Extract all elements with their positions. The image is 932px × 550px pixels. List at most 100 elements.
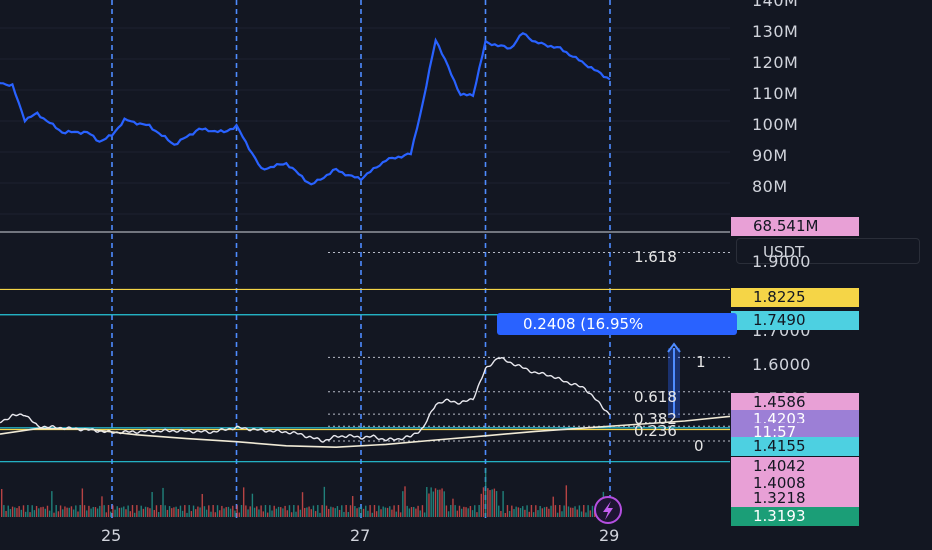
volume-bar xyxy=(578,505,581,517)
volume-bar xyxy=(567,506,570,517)
fib-levels xyxy=(328,251,730,442)
volume-bar xyxy=(66,507,68,517)
volume-bar xyxy=(249,506,251,517)
volume-bar xyxy=(234,510,236,517)
volume-bar xyxy=(532,512,535,517)
volume-bar xyxy=(260,505,262,517)
upper-tick-label: 100M xyxy=(752,115,799,134)
volume-bar xyxy=(223,508,225,517)
volume-bar xyxy=(177,508,179,517)
volume-bar xyxy=(530,505,533,517)
volume-bar xyxy=(164,505,166,517)
lightning-icon[interactable] xyxy=(594,496,622,524)
volume-bar xyxy=(238,512,241,517)
volume-bar xyxy=(46,505,49,517)
volume-bar xyxy=(86,510,88,517)
volume-bar xyxy=(125,509,127,517)
volume-bar xyxy=(587,505,589,517)
volume-bar xyxy=(157,512,160,517)
volume-bar xyxy=(140,505,142,517)
volume-bar xyxy=(478,505,480,517)
x-tick-label: 25 xyxy=(101,526,122,545)
volume-bar xyxy=(526,505,528,517)
volume-bar xyxy=(216,505,219,517)
volume-bar xyxy=(14,507,16,517)
volume-bar xyxy=(391,509,393,517)
volume-bar xyxy=(513,509,515,517)
volume-bar xyxy=(35,505,38,517)
volume-bar xyxy=(373,505,376,517)
volume-bar xyxy=(201,493,203,517)
fib-ratio-label: 1 xyxy=(696,353,706,372)
volume-bar xyxy=(227,506,230,517)
volume-bar xyxy=(210,511,212,517)
volume-bar xyxy=(583,505,585,517)
volume-bar xyxy=(480,493,482,517)
volume-bar xyxy=(166,509,169,517)
volume-bar xyxy=(240,505,243,517)
volume-bar xyxy=(186,512,188,517)
moving-average-line xyxy=(0,415,735,449)
volume-bar xyxy=(53,512,55,517)
volume-bar xyxy=(149,508,151,517)
volume-bar xyxy=(306,507,308,517)
volume-bar xyxy=(452,498,454,517)
volume-bar xyxy=(574,506,576,517)
volume-bar xyxy=(33,510,36,517)
volume-bar xyxy=(410,507,413,517)
volume-bar xyxy=(362,508,365,517)
fib-ratio-label: 0 xyxy=(694,436,704,455)
volume-bar xyxy=(253,507,256,517)
volume-bar xyxy=(423,512,426,517)
volume-bar xyxy=(225,507,227,517)
volume-bar xyxy=(517,507,520,517)
volume-bar xyxy=(147,507,149,517)
volume-bar xyxy=(454,505,456,517)
volume-bar xyxy=(426,487,428,517)
fib-ratio-label: 0.382 xyxy=(634,410,677,429)
volume-bar xyxy=(565,485,568,517)
volume-bar xyxy=(491,489,493,517)
volume-bar xyxy=(382,506,384,517)
volume-bar xyxy=(280,507,282,517)
price-tag: 1.8225 xyxy=(731,288,859,307)
volume-bar xyxy=(539,505,541,517)
volume-bar xyxy=(528,511,530,517)
volume-bar xyxy=(205,509,208,517)
volume-bar xyxy=(112,505,114,517)
volume-bar xyxy=(116,506,118,517)
volume-bar xyxy=(160,505,162,517)
volume-bar xyxy=(9,509,12,517)
volume-bar xyxy=(192,505,195,517)
volume-bar xyxy=(59,505,62,517)
volume-bar xyxy=(123,506,125,517)
volume-bar xyxy=(508,510,511,517)
price-series xyxy=(0,356,735,449)
volume-bar xyxy=(77,511,79,517)
upper-tick-label: 120M xyxy=(752,53,799,72)
volume-bar xyxy=(83,505,86,517)
volume-bar xyxy=(389,506,391,517)
volume-bar xyxy=(397,505,400,517)
volume-bar xyxy=(378,505,380,517)
volume-bar xyxy=(417,505,419,517)
fib-ratio-label: 1.618 xyxy=(634,248,677,267)
volume-bar xyxy=(184,505,186,517)
volume-bar xyxy=(68,507,70,517)
volume-bar xyxy=(219,510,221,517)
volume-bar xyxy=(543,507,546,517)
volume-bar xyxy=(38,508,40,517)
upper-tick-label: 130M xyxy=(752,22,799,41)
volume-bar xyxy=(395,511,397,517)
volume-bar xyxy=(266,512,269,517)
currency-unit-button[interactable]: USDT xyxy=(736,238,920,264)
measure-arrow-head xyxy=(667,342,681,353)
volume-bar xyxy=(500,510,502,517)
volume-bar xyxy=(519,508,522,517)
volume-bar xyxy=(197,506,199,517)
volume-bar xyxy=(44,508,46,517)
volume-bar xyxy=(443,491,445,517)
price-tick-label: 1.9000 xyxy=(752,251,811,271)
volume-bar xyxy=(175,506,177,517)
